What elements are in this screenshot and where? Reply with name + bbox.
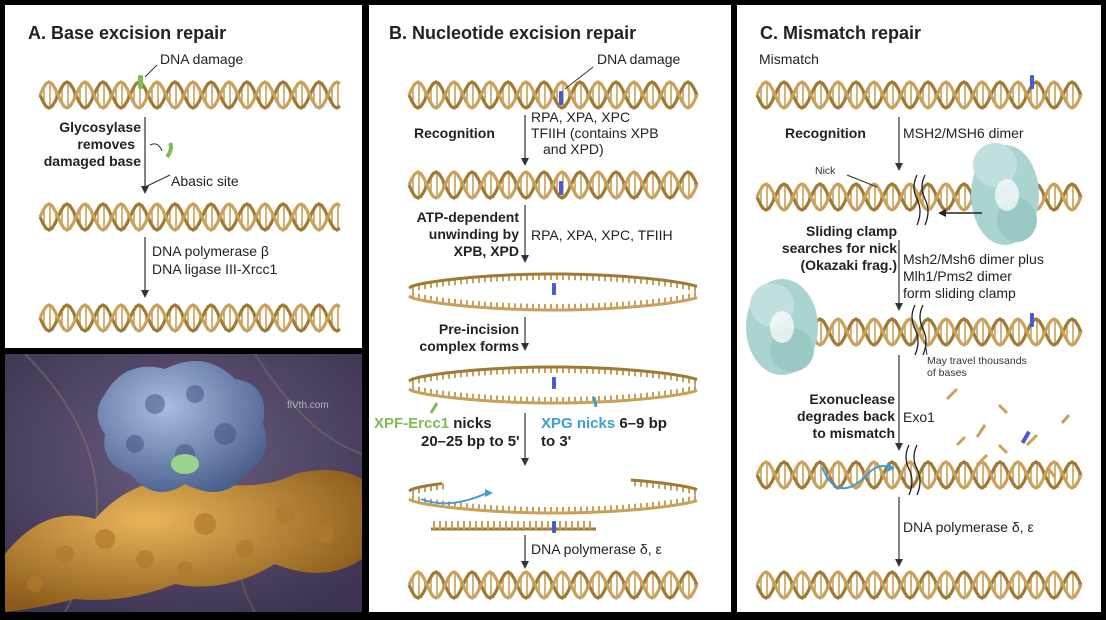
panel-c-drawing	[746, 75, 1083, 600]
exo1-label: Exo1	[903, 409, 935, 425]
panel-a-title: A. Base excision repair	[28, 23, 227, 43]
dna-damage-label: DNA damage	[597, 51, 681, 67]
unwinding-label: ATP-dependent unwinding by XPB, XPD	[416, 209, 519, 259]
panel-nucleotide-excision-repair: B. Nucleotide excision repair DNA damage…	[369, 5, 731, 612]
helix-c5	[755, 570, 1083, 600]
xpf-ercc1-name: XPF-Ercc1	[374, 415, 450, 432]
abasic-site-label: Abasic site	[171, 173, 239, 189]
panel-b-drawing	[407, 66, 699, 600]
dna-molecule	[5, 470, 362, 612]
damage-marker	[138, 75, 143, 89]
nick-label: Nick	[815, 165, 836, 177]
polymerase-label: DNA polymerase δ, ε	[531, 541, 662, 557]
illustration-drawing: fiVth.com	[5, 354, 362, 612]
helix-a1	[38, 80, 341, 110]
panel-base-excision-repair: A. Base excision repair DNA damage Glyco…	[5, 5, 362, 348]
panel-a-drawing	[38, 64, 341, 333]
panel-mismatch-repair: C. Mismatch repair Mismatch Recognition …	[737, 5, 1101, 612]
travel-note: May travel thousands of bases	[927, 355, 1027, 379]
bubble-b1	[408, 272, 698, 312]
watermark-text: fiVth.com	[287, 400, 329, 411]
protein-dna-illustration: fiVth.com	[5, 354, 362, 612]
dna-damage-label: DNA damage	[160, 51, 244, 67]
xpg-name: XPG nicks	[541, 415, 616, 432]
xpf-nick-marker	[429, 402, 439, 414]
helix-a3	[38, 303, 341, 333]
synthesis-arrow	[420, 492, 488, 505]
repair-protein	[97, 361, 267, 492]
clamp-description: Msh2/Msh6 dimer plus Mlh1/Pms2 dimer for…	[903, 251, 1044, 301]
damage-markers	[552, 91, 563, 533]
synthesis-arrow	[821, 465, 890, 490]
msh-dimer-label: MSH2/MSH6 dimer	[903, 125, 1024, 141]
glycosylase-label: Glycosylase removes damaged base	[43, 119, 141, 169]
bubble-b3-gapped	[408, 478, 698, 515]
unwinding-factors: RPA, XPA, XPC, TFIIH	[531, 227, 673, 243]
panel-b-title: B. Nucleotide excision repair	[389, 23, 637, 43]
recognition-label: Recognition	[785, 125, 866, 141]
excised-fragment	[431, 521, 596, 531]
exonuclease-label: Exonuclease degrades back to mismatch	[796, 391, 895, 441]
nick-breaks	[905, 174, 929, 496]
ligase-label: DNA ligase III-Xrcc1	[152, 261, 278, 277]
helix-a2	[38, 202, 341, 232]
msh-dimer-protein	[971, 143, 1039, 245]
flipped-base	[171, 454, 199, 474]
bubble-b2	[408, 365, 698, 405]
panel-c-title: C. Mismatch repair	[760, 23, 922, 43]
degraded-nucleotides	[945, 387, 1071, 478]
preincision-label: Pre-incision complex forms	[419, 321, 519, 354]
polymerase-label: DNA polymerase δ, ε	[903, 519, 1034, 535]
xpg-label: XPG nicks 6–9 bp to 3'	[541, 415, 667, 450]
sliding-clamp-protein	[746, 279, 818, 375]
mismatch-label: Mismatch	[759, 51, 819, 67]
removed-base	[165, 142, 173, 159]
polymerase-beta-label: DNA polymerase β	[152, 243, 269, 259]
helix-c1	[755, 80, 1083, 110]
xpg-nick-marker	[592, 396, 598, 408]
helix-b2	[407, 170, 699, 200]
helix-b3	[407, 570, 699, 600]
sliding-clamp-label: Sliding clamp searches for nick (Okazaki…	[781, 223, 897, 273]
recognition-factors: RPA, XPA, XPC TFIIH (contains XPB and XP…	[531, 109, 659, 157]
helix-b1	[407, 80, 699, 110]
recognition-label: Recognition	[414, 125, 495, 141]
xpf-label: XPF-Ercc1 nicks 20–25 bp to 5'	[374, 415, 520, 450]
